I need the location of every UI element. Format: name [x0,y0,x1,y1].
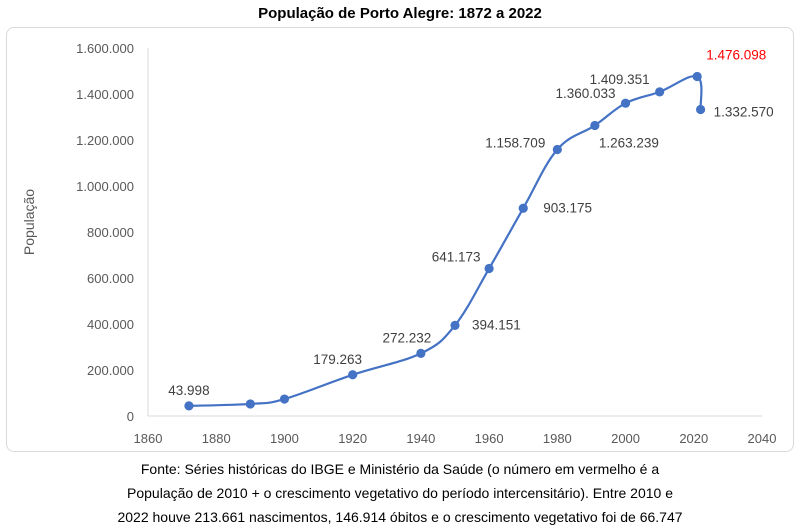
x-tick-label: 1880 [202,431,231,446]
y-tick-label: 600.000 [87,271,134,286]
population-line [188,74,703,407]
source-caption: Fonte: Séries históricas do IBGE e Minis… [30,457,770,529]
data-point [552,144,562,155]
caption-line-3: 2022 houve 213.661 nascimentos, 146.914 … [117,509,683,525]
data-point [696,104,706,115]
data-point [184,401,194,411]
data-point [518,203,528,213]
x-tick-label: 2000 [611,431,640,446]
data-point [620,98,631,108]
y-tick-label: 1.200.000 [76,133,134,148]
data-label: 179.263 [313,352,362,367]
data-label: 1.360.033 [555,86,615,101]
data-point [692,71,702,82]
data-point [348,370,358,380]
data-label: 272.232 [382,330,431,345]
data-label: 1.332.570 [714,105,774,120]
data-label: 1.409.351 [590,72,650,87]
data-point [416,348,426,358]
data-label: 641.173 [432,250,481,265]
population-series: 43.998 179.263 272.232 394.151 641.173 903.17… [168,47,774,411]
caption-line-2: População de 2010 + o crescimento vegeta… [127,485,673,501]
data-label: 394.151 [472,317,521,332]
data-label: 1.158.709 [485,135,545,150]
x-tick-label: 1860 [134,431,163,446]
x-tick-label: 1980 [543,431,572,446]
data-point [590,120,600,131]
y-tick-label: 1.000.000 [76,179,134,194]
y-axis-label: População [21,189,37,255]
y-tick-label: 1.600.000 [76,41,134,56]
data-point [484,263,494,274]
data-point [450,320,460,330]
x-tick-label: 1960 [475,431,504,446]
chart-frame [6,27,794,452]
data-point [279,394,290,404]
data-point [655,87,665,97]
x-tick-label: 1920 [338,431,367,446]
x-tick-label: 1900 [270,431,299,446]
y-tick-label: 400.000 [87,317,134,332]
x-tick-label: 2020 [679,431,708,446]
data-label: 43.998 [168,383,209,398]
caption-line-1: Fonte: Séries históricas do IBGE e Minis… [140,461,660,477]
x-tick-label: 2040 [748,431,777,446]
y-tick-label: 800.000 [87,225,134,240]
y-tick-label: 1.400.000 [76,87,134,102]
axes: 1860 1880 1900 1920 1940 1960 1980 2000 2020 2040… [76,41,776,446]
data-label: 1.263.239 [599,135,659,150]
y-tick-label: 0 [127,409,134,424]
chart-title: População de Porto Alegre: 1872 a 2022 [258,5,542,22]
data-label: 1.476.098 [706,47,766,62]
x-tick-label: 1940 [406,431,435,446]
data-label: 903.175 [543,200,592,215]
y-tick-label: 200.000 [87,363,134,378]
data-point [245,399,255,409]
